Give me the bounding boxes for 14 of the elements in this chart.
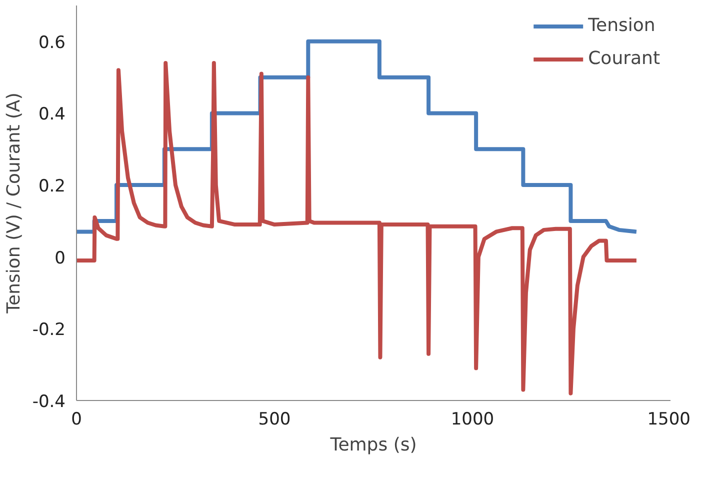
legend-label: Tension: [588, 15, 656, 36]
x-tick-label: 0: [71, 410, 82, 430]
y-tick-label: 0.6: [38, 32, 66, 53]
x-tick-label: 1500: [647, 410, 690, 430]
x-tick-label: 1000: [450, 410, 494, 430]
y-tick-label: -0.2: [32, 320, 66, 340]
y-tick-label: 0: [54, 248, 66, 268]
y-tick-label: 0.4: [38, 104, 66, 125]
y-tick-label: 0.2: [38, 176, 66, 197]
x-tick-label: 500: [258, 410, 291, 430]
y-tick-label: -0.4: [32, 392, 66, 412]
x-axis-title: Temps (s): [329, 434, 417, 456]
y-axis-title: Tension (V) / Courant (A): [3, 92, 24, 314]
legend-label: Courant: [588, 48, 660, 69]
